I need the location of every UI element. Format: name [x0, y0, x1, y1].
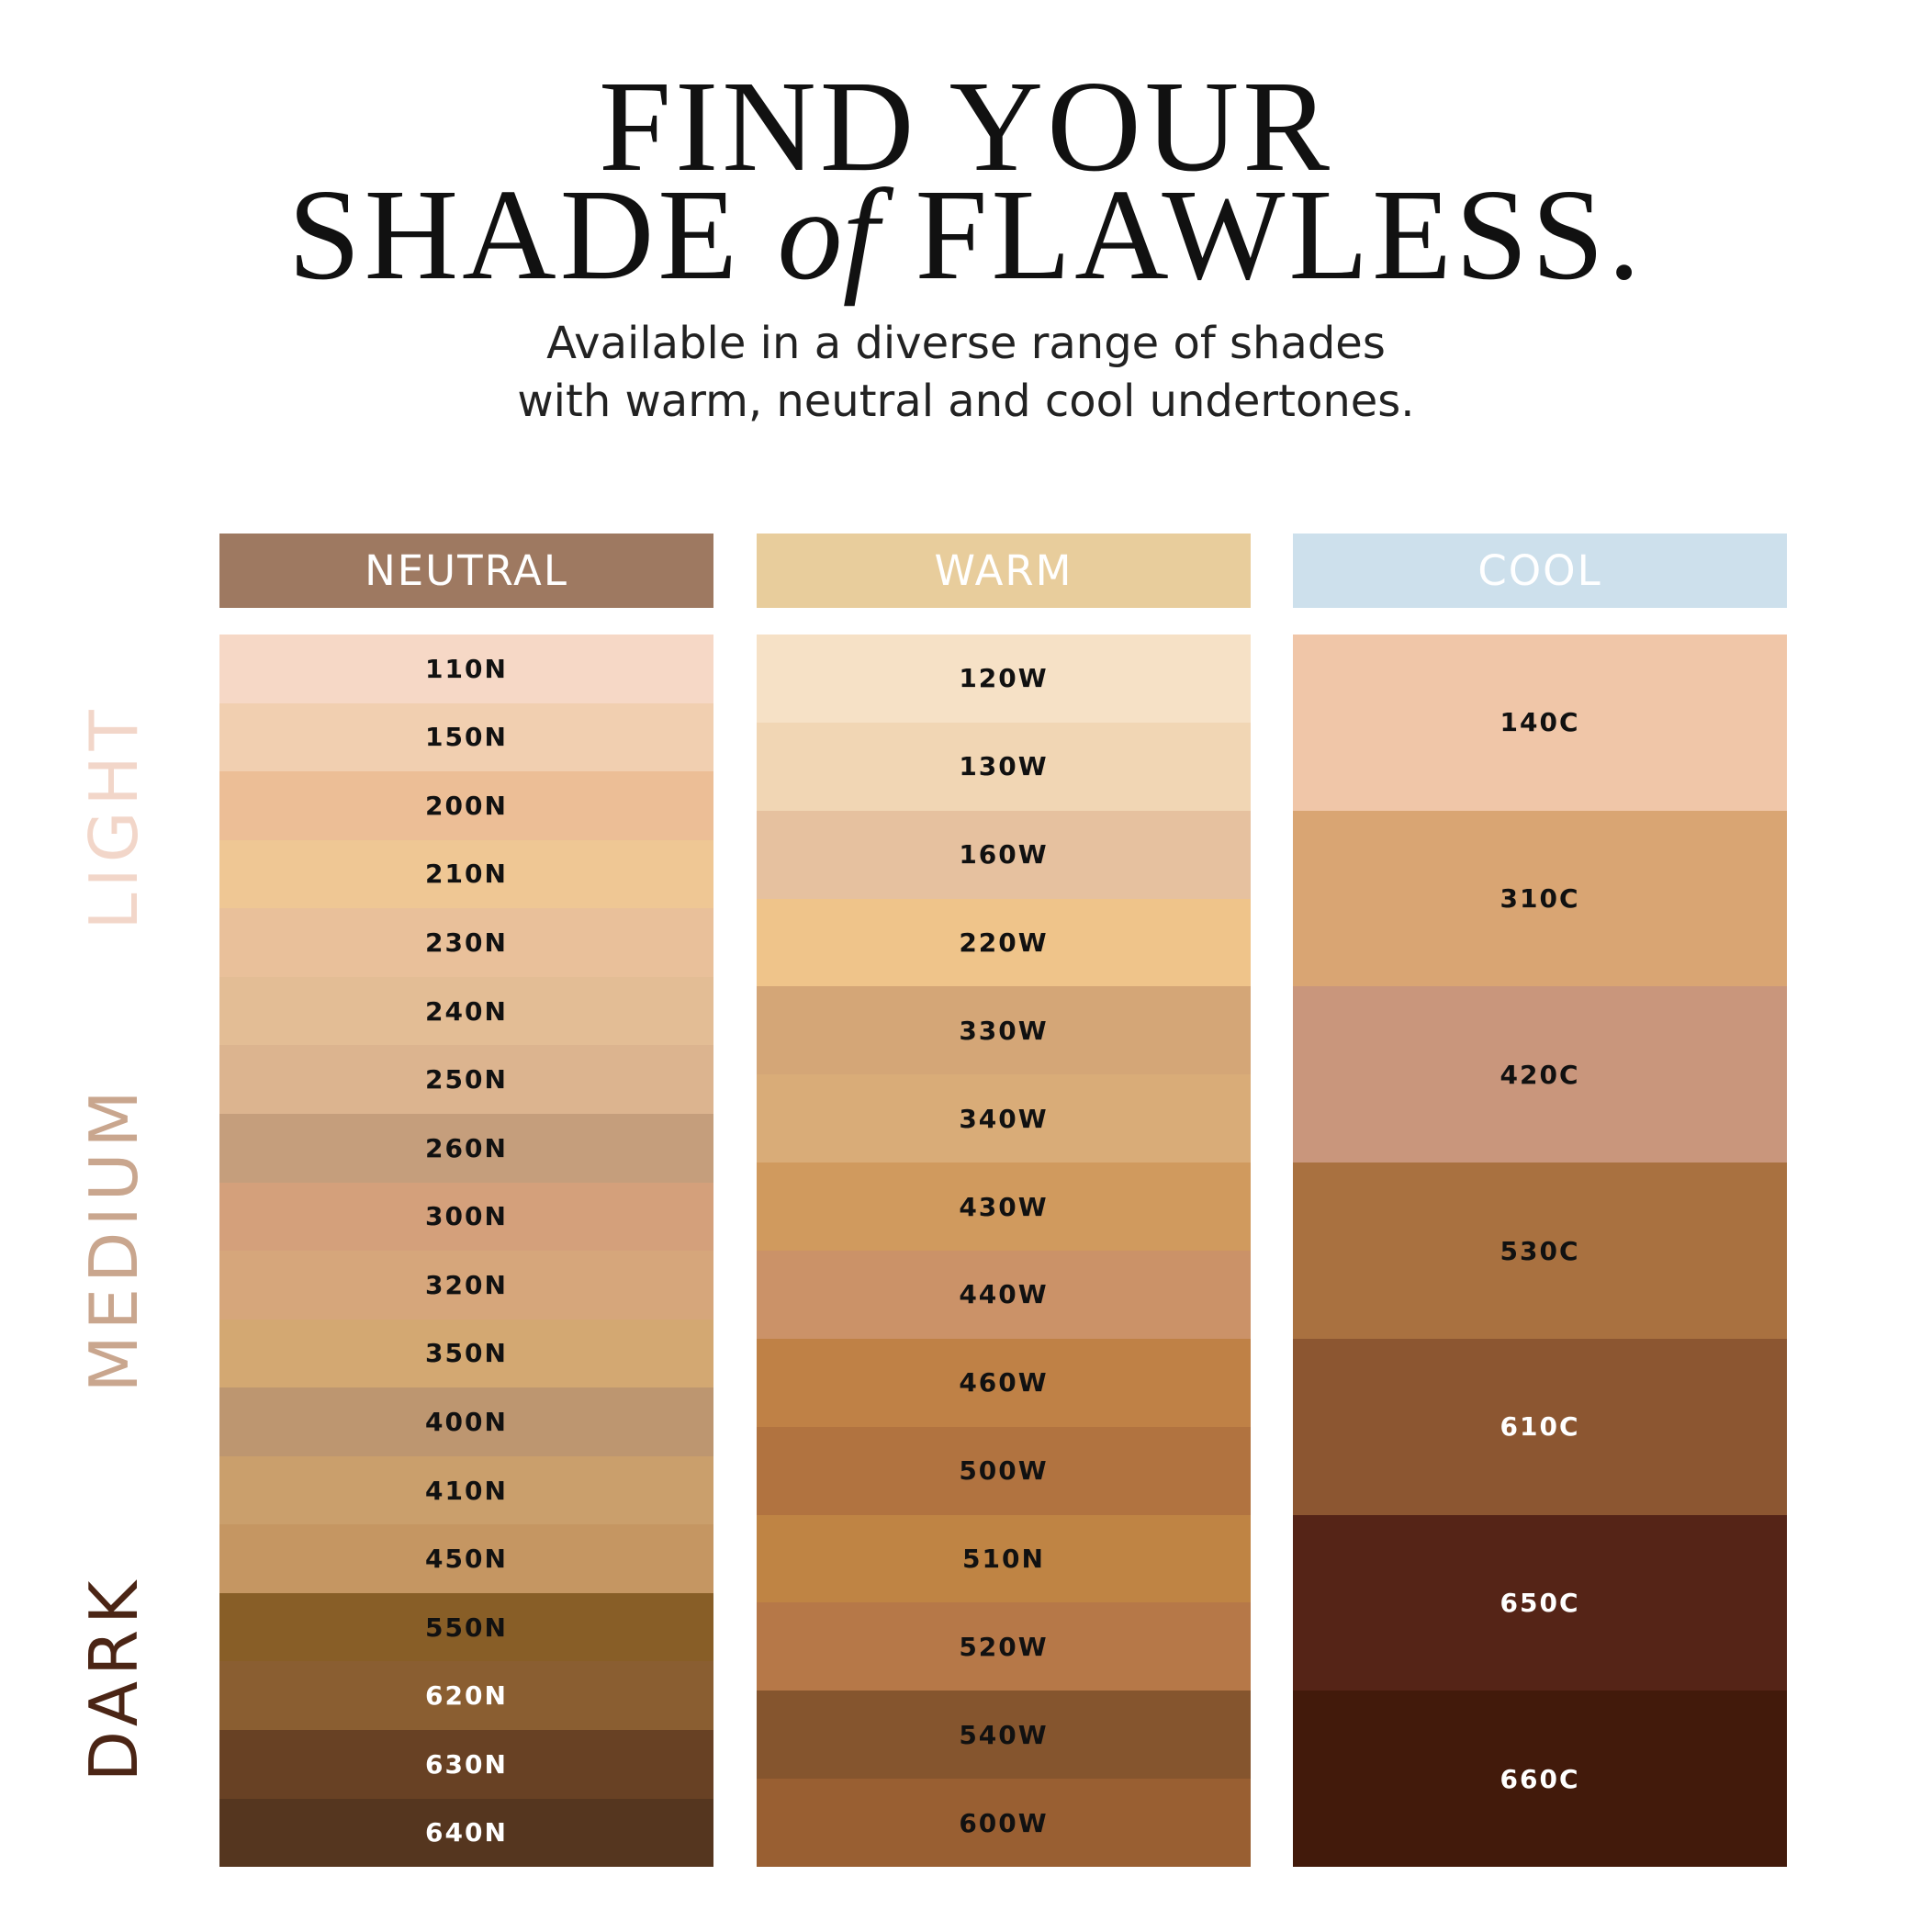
shade-swatch: 230N [219, 908, 713, 977]
shade-swatch: 300N [219, 1182, 713, 1252]
shade-swatch: 160W [757, 810, 1251, 899]
shade-swatch: 460W [757, 1338, 1251, 1427]
shade-swatch: 260N [219, 1113, 713, 1183]
shade-swatch: 660C [1293, 1690, 1787, 1868]
shade-swatch: 640N [219, 1798, 713, 1868]
shade-swatch: 120W [757, 635, 1251, 723]
subtitle-line-1: Available in a diverse range of shades [546, 318, 1386, 369]
shade-swatch: 410N [219, 1455, 713, 1525]
shade-swatch: 520W [757, 1602, 1251, 1691]
shade-swatch: 250N [219, 1045, 713, 1114]
shade-list-cool: 140C 310C 420C 530C 610C 650C 660C [1293, 635, 1787, 1868]
headline-line-1: FIND YOUR [599, 53, 1333, 198]
shade-swatch: 310C [1293, 810, 1787, 987]
shade-swatch: 450N [219, 1524, 713, 1593]
shade-swatch: 630N [219, 1730, 713, 1799]
shade-swatch: 530C [1293, 1163, 1787, 1339]
shade-swatch: 550N [219, 1592, 713, 1662]
shade-swatch: 320N [219, 1251, 713, 1320]
headline-shade: SHADE [287, 162, 778, 307]
shade-list-neutral: 110N 150N 200N 210N 230N 240N 250N 260N 300N 320N… [219, 635, 713, 1868]
column-header-warm: WARM [757, 534, 1251, 608]
shade-swatch: 240N [219, 976, 713, 1046]
shade-swatch: 610C [1293, 1338, 1787, 1515]
shade-swatch: 140C [1293, 635, 1787, 811]
shade-swatch: 600W [757, 1779, 1251, 1868]
shade-swatch: 130W [757, 722, 1251, 811]
shade-swatch: 510N [757, 1514, 1251, 1603]
depth-label-light: LIGHT [75, 704, 152, 930]
shade-swatch: 620N [219, 1661, 713, 1730]
shade-swatch: 110N [219, 635, 713, 703]
shade-swatch: 430W [757, 1163, 1251, 1252]
depth-label-medium: MEDIUM [75, 1084, 152, 1393]
headline-line-2: SHADE of FLAWLESS. [0, 165, 1932, 303]
headline-of: of [777, 162, 879, 307]
shade-swatch: 200N [219, 771, 713, 840]
shade-swatch: 650C [1293, 1514, 1787, 1691]
shade-swatch: 210N [219, 839, 713, 909]
shade-swatch: 150N [219, 702, 713, 772]
column-header-cool: COOL [1293, 534, 1787, 608]
column-header-neutral: NEUTRAL [219, 534, 713, 608]
shade-swatch: 400N [219, 1387, 713, 1456]
shade-swatch: 440W [757, 1251, 1251, 1339]
shade-swatch: 500W [757, 1426, 1251, 1515]
shade-swatch: 350N [219, 1319, 713, 1388]
shade-swatch: 540W [757, 1690, 1251, 1780]
shade-swatch: 420C [1293, 986, 1787, 1163]
depth-label-dark: DARK [75, 1575, 152, 1782]
subtitle-line-2: with warm, neutral and cool undertones. [517, 376, 1415, 427]
shade-list-warm: 120W 130W 160W 220W 330W 340W 430W 440W 460W 500W… [757, 635, 1251, 1868]
shade-swatch: 220W [757, 898, 1251, 987]
shade-swatch: 330W [757, 986, 1251, 1075]
headline-flawless: FLAWLESS. [878, 162, 1645, 307]
shade-swatch: 340W [757, 1074, 1251, 1163]
